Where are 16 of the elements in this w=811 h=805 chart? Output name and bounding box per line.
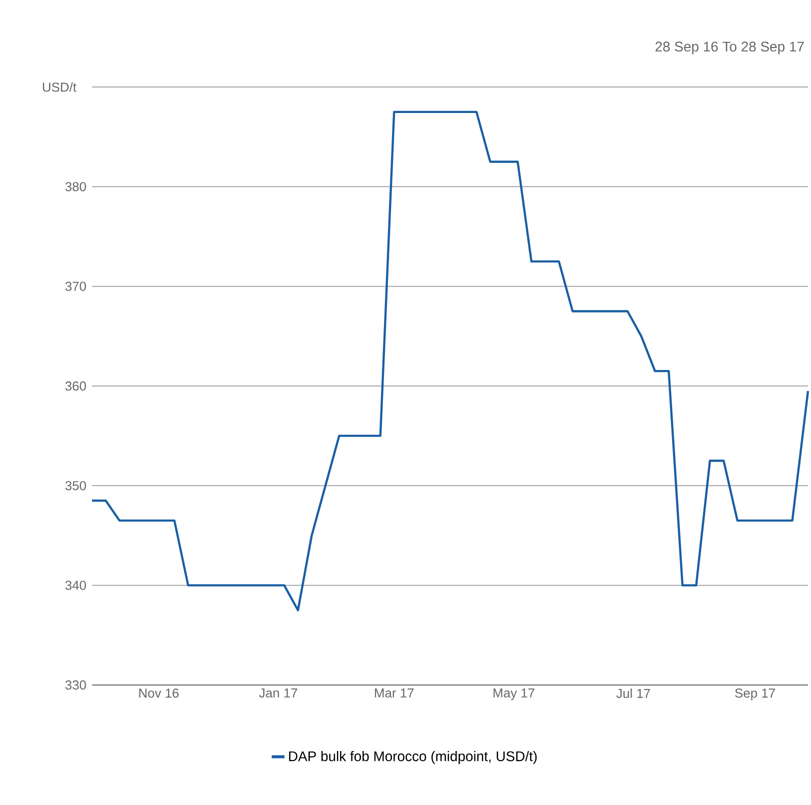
legend-label: DAP bulk fob Morocco (midpoint, USD/t) [289,750,537,764]
y-tick-label: 370 [65,282,86,291]
y-tick-label: 330 [65,680,86,690]
x-tick-label: Mar 17 [375,688,414,698]
x-tick-label: Jul 17 [616,688,650,698]
y-axis-title: USD/t [42,82,76,92]
y-tick-label: 340 [65,580,86,590]
text: 28 Sep 16 To 28 Sep 17 [656,42,804,54]
x-tick-label: May 17 [494,688,534,700]
y-tick-label: 380 [65,182,86,192]
line-series [90,110,810,612]
x-tick-label: Jan 17 [259,688,298,698]
x-tick-label: Nov 16 [139,688,179,698]
x-tick-label: Sep 17 [735,688,775,700]
y-tick-label: 360 [65,381,86,391]
y-tick-label: 350 [65,481,86,490]
